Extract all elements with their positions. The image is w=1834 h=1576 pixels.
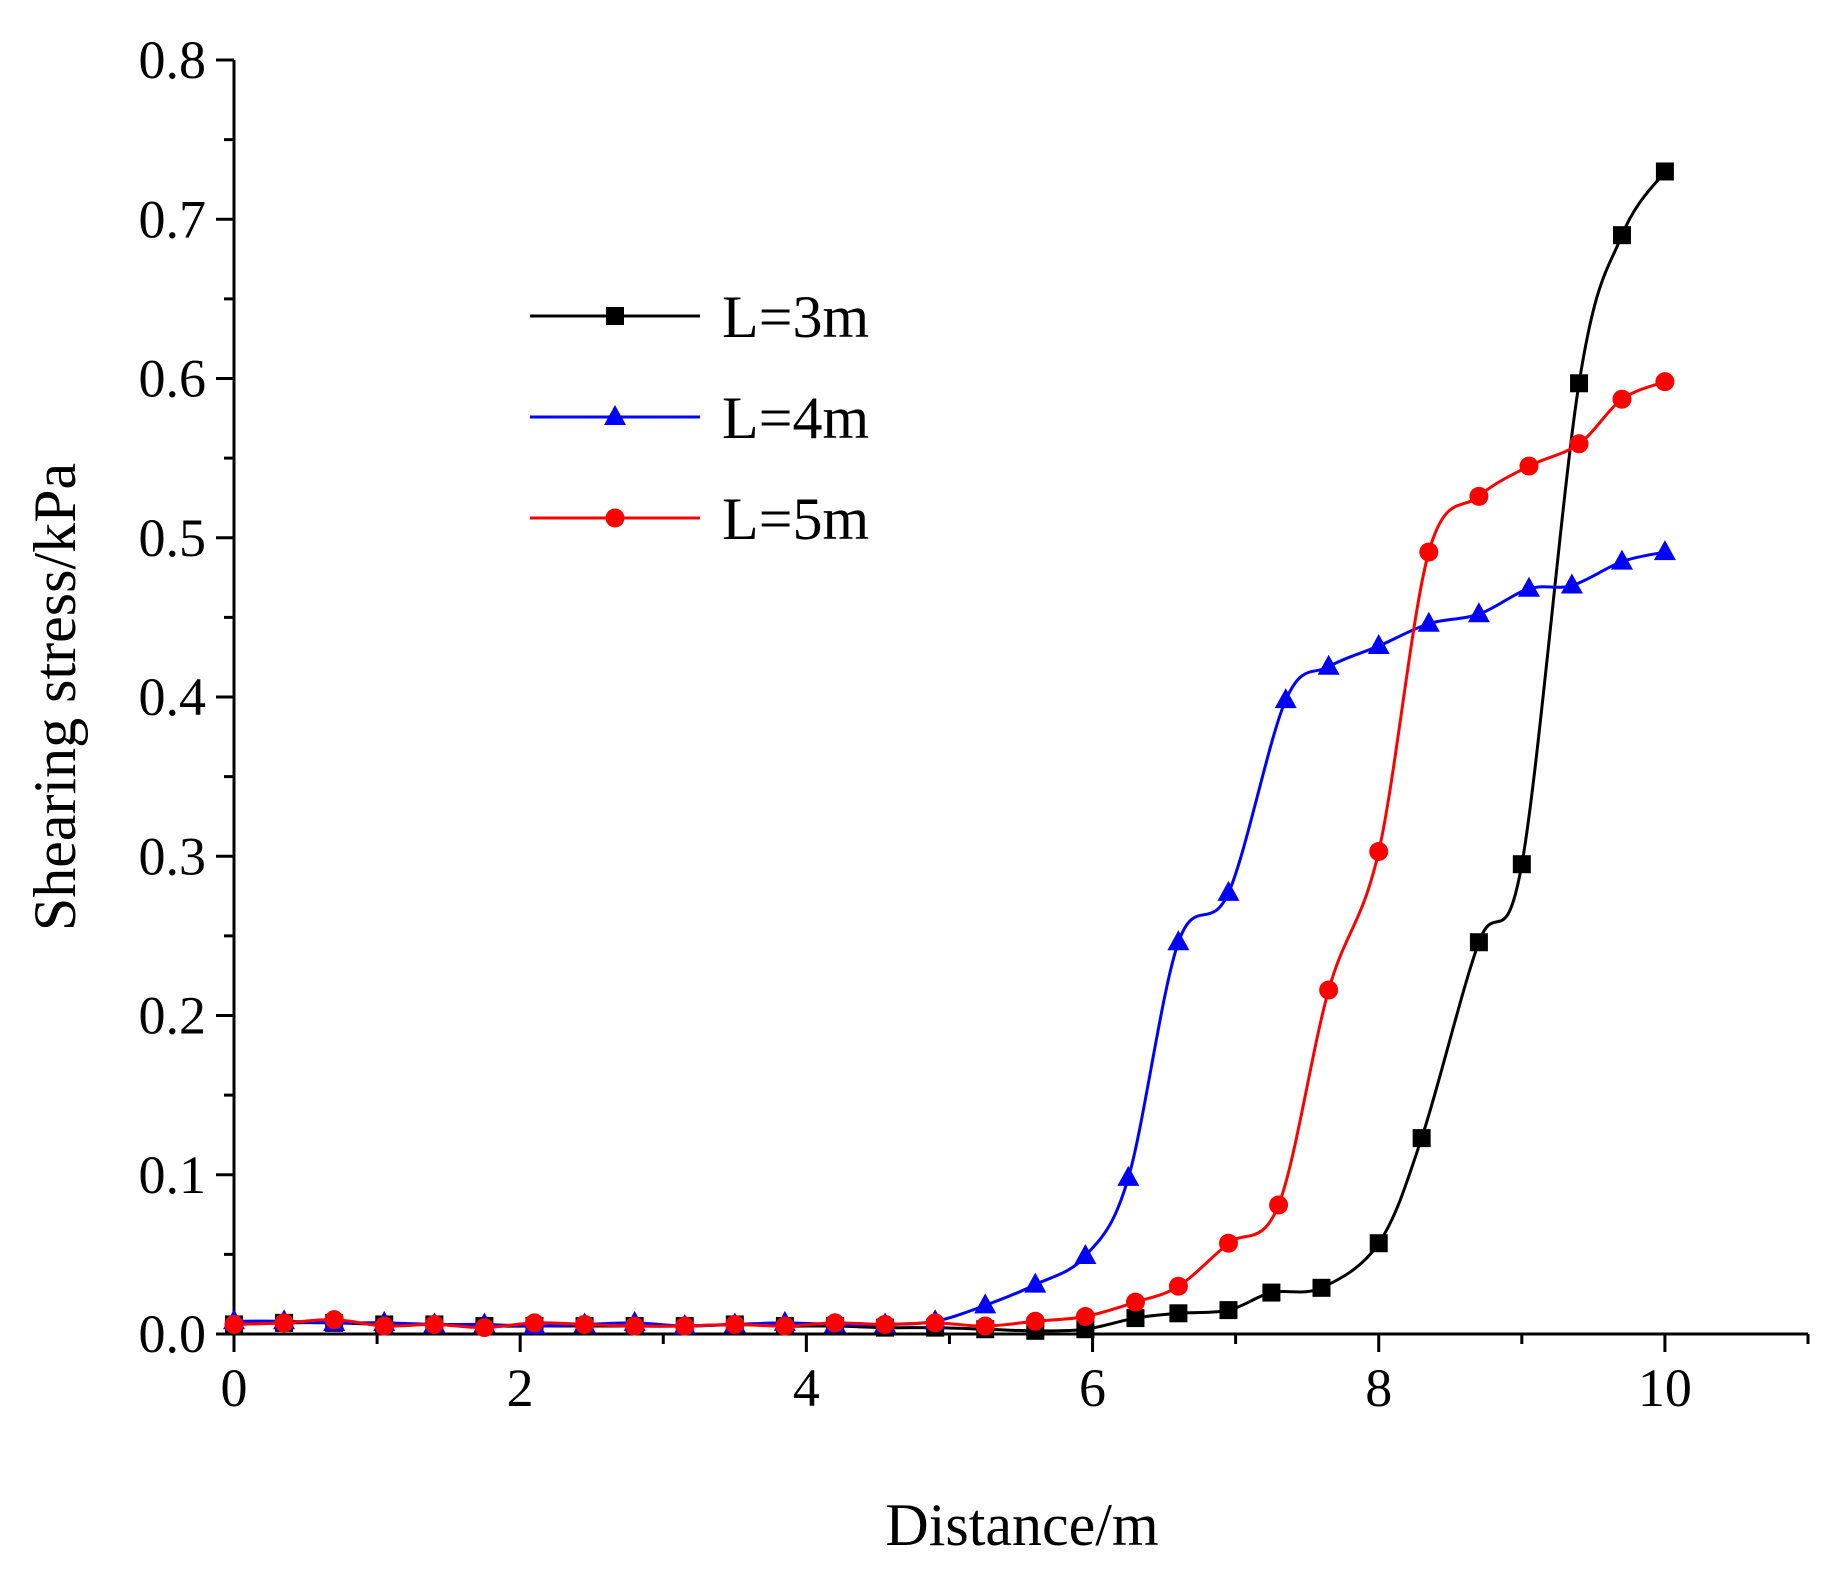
data-point-l-5m	[224, 1314, 244, 1334]
y-tick-label: 0.6	[139, 349, 207, 409]
data-point-l-5m	[474, 1318, 494, 1338]
data-point-l-5m	[1025, 1311, 1045, 1331]
legend-item-l-5m: L=5m	[530, 486, 869, 552]
data-point-l-5m	[925, 1313, 945, 1333]
y-tick-label: 0.3	[139, 826, 207, 886]
x-axis-title: Distance/m	[885, 1492, 1158, 1558]
data-point-l-3m	[1469, 933, 1488, 952]
data-point-l-5m	[524, 1313, 544, 1333]
data-point-l-5m	[1655, 372, 1675, 392]
data-point-l-3m	[1169, 1304, 1188, 1323]
axes: 0 2 4 6 8 10 0.0 0.1 0.2 0.3 0.4 0.5 0.6 0.7 0.8	[139, 30, 1810, 1418]
y-tick-label: 0.1	[139, 1145, 207, 1205]
y-tick-label: 0.0	[139, 1304, 207, 1364]
data-point-l-4m	[974, 1293, 997, 1314]
data-point-l-4m	[1024, 1272, 1047, 1293]
data-point-l-4m	[1467, 602, 1490, 623]
data-point-l-5m	[1075, 1306, 1095, 1326]
legend-marker-l-3m	[606, 307, 624, 325]
data-point-l-4m	[1367, 634, 1390, 655]
data-point-l-4m	[1417, 611, 1440, 632]
data-point-l-5m	[1469, 486, 1489, 506]
x-tick-label: 8	[1365, 1358, 1392, 1418]
data-point-l-4m	[1167, 930, 1190, 951]
series-l-3m	[225, 162, 1674, 1340]
y-tick-label: 0.4	[139, 667, 207, 727]
data-point-l-4m	[1517, 576, 1540, 597]
data-point-l-4m	[1217, 880, 1240, 901]
data-point-l-3m	[1262, 1283, 1281, 1302]
data-point-l-5m	[825, 1313, 845, 1333]
legend-item-l-3m: L=3m	[530, 284, 869, 350]
data-point-l-3m	[1512, 855, 1531, 874]
data-point-l-5m	[625, 1316, 645, 1336]
data-point-l-4m	[1560, 573, 1583, 594]
x-tick-label: 4	[793, 1358, 820, 1418]
data-point-l-5m	[1612, 389, 1632, 409]
data-point-l-3m	[1126, 1309, 1145, 1328]
data-point-l-3m	[1655, 162, 1674, 181]
data-point-l-5m	[1218, 1233, 1238, 1253]
data-point-l-3m	[1612, 226, 1631, 245]
data-point-l-4m	[1317, 654, 1340, 675]
data-point-l-3m	[1570, 374, 1589, 393]
data-point-l-4m	[1074, 1243, 1097, 1264]
data-point-l-5m	[324, 1310, 344, 1330]
x-tick-label: 10	[1638, 1358, 1692, 1418]
data-point-l-5m	[725, 1314, 745, 1334]
series-l-4m	[223, 540, 1676, 1335]
y-tick-label: 0.5	[139, 508, 207, 568]
legend-marker-l-4m	[604, 405, 626, 425]
data-point-l-5m	[1269, 1195, 1289, 1215]
series-line-l-5m	[233, 380, 1666, 1330]
data-point-l-5m	[1125, 1292, 1145, 1312]
x-tick-label: 6	[1079, 1358, 1106, 1418]
data-point-l-4m	[1117, 1165, 1140, 1186]
data-point-l-5m	[1369, 841, 1389, 861]
x-tick-label: 0	[221, 1358, 248, 1418]
data-point-l-3m	[1412, 1129, 1431, 1148]
legend-label-l-4m: L=4m	[722, 385, 869, 451]
y-axis-title: Shearing stress/kPa	[22, 463, 88, 931]
y-tick-label: 0.2	[139, 986, 207, 1046]
y-tick-label: 0.7	[139, 189, 207, 249]
data-point-l-5m	[374, 1316, 394, 1336]
data-point-l-5m	[775, 1316, 795, 1336]
data-point-l-4m	[1610, 549, 1633, 570]
legend-label-l-5m: L=5m	[722, 486, 869, 552]
data-point-l-5m	[675, 1316, 695, 1336]
data-point-l-3m	[1219, 1301, 1238, 1320]
series-line-l-4m	[233, 550, 1666, 1328]
data-point-l-4m	[1274, 688, 1297, 709]
legend: L=3m L=4m L=5m	[530, 284, 869, 552]
data-point-l-5m	[1519, 456, 1539, 476]
data-point-l-5m	[575, 1314, 595, 1334]
data-point-l-5m	[274, 1313, 294, 1333]
data-point-l-3m	[1369, 1234, 1388, 1253]
data-point-l-5m	[424, 1314, 444, 1334]
data-point-l-5m	[1419, 542, 1439, 562]
data-point-l-5m	[1569, 434, 1589, 454]
data-point-l-5m	[975, 1316, 995, 1336]
legend-item-l-4m: L=4m	[530, 385, 869, 451]
x-tick-label: 2	[507, 1358, 534, 1418]
data-point-l-4m	[1653, 540, 1676, 561]
legend-marker-l-5m	[605, 508, 625, 528]
series-line-l-3m	[233, 170, 1667, 1333]
series-l-5m	[224, 372, 1675, 1338]
series-layer	[223, 162, 1676, 1340]
data-point-l-3m	[1312, 1278, 1331, 1297]
data-point-l-5m	[1168, 1276, 1188, 1296]
legend-label-l-3m: L=3m	[722, 284, 869, 350]
data-point-l-5m	[1319, 980, 1339, 1000]
y-tick-label: 0.8	[139, 30, 207, 90]
data-point-l-5m	[875, 1314, 895, 1334]
